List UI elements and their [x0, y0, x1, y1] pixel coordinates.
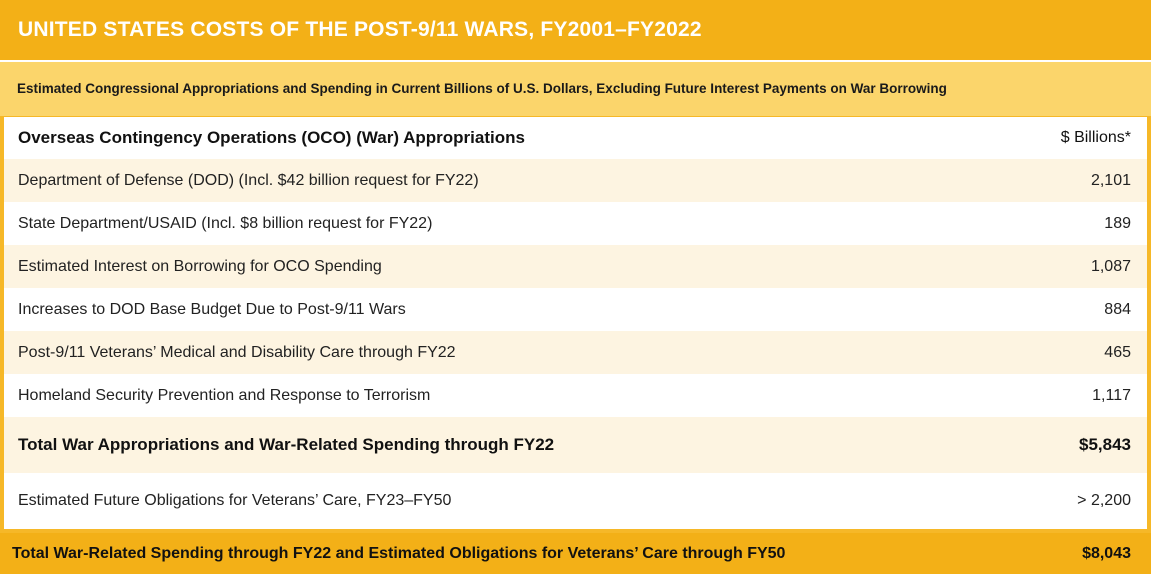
table-row: Increases to DOD Base Budget Due to Post… [4, 288, 1147, 331]
row-value: 465 [1104, 343, 1131, 361]
row-label: Homeland Security Prevention and Respons… [18, 386, 431, 404]
future-label: Estimated Future Obligations for Veteran… [18, 492, 452, 509]
grand-total-value: $8,043 [1082, 544, 1131, 562]
row-value: 2,101 [1090, 171, 1131, 189]
row-label: Department of Defense (DOD) (Incl. $42 b… [18, 171, 479, 189]
table-row: Post-9/11 Veterans’ Medical and Disabili… [4, 331, 1147, 374]
table-title: UNITED STATES COSTS OF THE POST-9/11 WAR… [0, 0, 1151, 60]
grand-total-label: Total War-Related Spending through FY22 … [12, 544, 786, 562]
future-value: > 2,200 [1077, 492, 1131, 509]
table-row: State Department/USAID (Incl. $8 billion… [4, 202, 1147, 245]
row-value: 884 [1104, 300, 1131, 318]
row-label: Post-9/11 Veterans’ Medical and Disabili… [18, 343, 456, 361]
future-obligations-row: Estimated Future Obligations for Veteran… [4, 473, 1147, 529]
row-value: 189 [1104, 214, 1131, 232]
table-row: Department of Defense (DOD) (Incl. $42 b… [4, 159, 1147, 202]
total-row: Total War Appropriations and War-Related… [4, 417, 1147, 473]
cost-table: Overseas Contingency Operations (OCO) (W… [4, 117, 1147, 529]
table-subtitle: Estimated Congressional Appropriations a… [0, 60, 1151, 116]
row-label: State Department/USAID (Incl. $8 billion… [18, 214, 433, 232]
total-label: Total War Appropriations and War-Related… [18, 435, 555, 454]
row-value: 1,117 [1092, 386, 1131, 404]
table-header-row: Overseas Contingency Operations (OCO) (W… [4, 117, 1147, 159]
row-label: Estimated Interest on Borrowing for OCO … [18, 257, 382, 275]
total-value: $5,843 [1079, 435, 1131, 454]
row-value: 1,087 [1090, 257, 1131, 275]
table-row: Homeland Security Prevention and Respons… [4, 374, 1147, 417]
header-value: $ Billions* [1060, 129, 1131, 146]
table-row: Estimated Interest on Borrowing for OCO … [4, 245, 1147, 288]
grand-total-row: Total War-Related Spending through FY22 … [0, 533, 1151, 574]
row-label: Increases to DOD Base Budget Due to Post… [18, 300, 406, 318]
header-label: Overseas Contingency Operations (OCO) (W… [18, 128, 525, 147]
